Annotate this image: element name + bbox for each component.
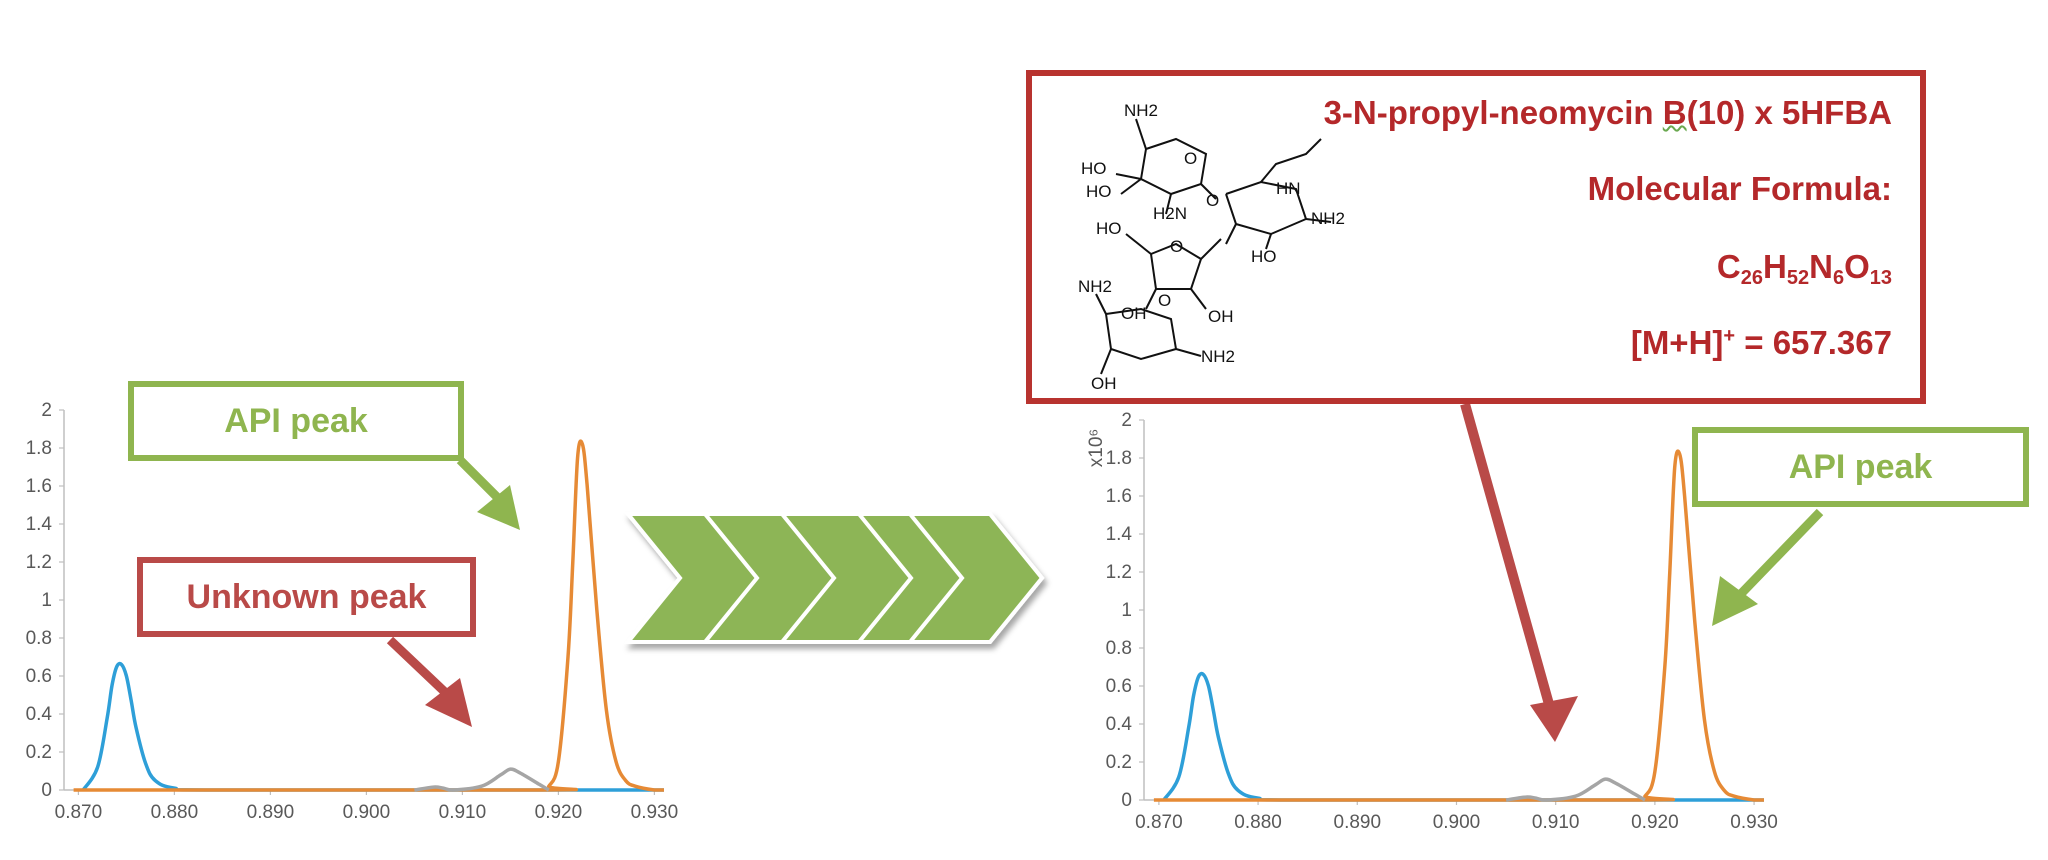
- mh-charge: +: [1723, 325, 1736, 347]
- compound-name-b: B: [1662, 94, 1687, 131]
- y-tick-label: 0: [1121, 790, 1132, 811]
- label-o-3: O: [1170, 237, 1183, 256]
- x-tick-label: 0.930: [1730, 812, 1778, 833]
- series-line-1: [73, 439, 664, 792]
- api-arrowhead-right: [1712, 576, 1758, 626]
- formula-label: Molecular Formula:: [1587, 170, 1892, 207]
- right-chromatogram: 0 0.2 0.4 0.6 0.8 1 1.2 1.4 1.6 1.8 2 0.870 0.880 0.8…: [1086, 410, 1778, 833]
- label-o-2: O: [1206, 191, 1219, 210]
- label-oh-1: OH: [1208, 307, 1234, 326]
- infobox-arrowhead: [1530, 696, 1578, 742]
- y-tick-label: 1.6: [1106, 486, 1132, 507]
- compound-name-suffix: (10) x 5HFBA: [1686, 94, 1892, 131]
- label-nh2-mid: NH2: [1078, 277, 1112, 296]
- y-tick-label: 0.4: [1106, 714, 1133, 735]
- x-tick-label: 0.890: [1334, 812, 1382, 833]
- api-arrow-right: [1731, 508, 1824, 604]
- y-tick-label: 0.4: [26, 704, 53, 725]
- x-tick-label: 0.870: [55, 802, 103, 823]
- chevron-arrow-icon: [623, 512, 1045, 644]
- y-tick-label: 0.6: [1106, 676, 1132, 697]
- y-axis-label: x10⁶: [1086, 429, 1107, 467]
- x-tick-label: 0.900: [343, 802, 391, 823]
- y-tick-label: 1.4: [1106, 524, 1133, 545]
- y-tick-label: 1.8: [1106, 448, 1132, 469]
- label-ho-4: HO: [1096, 219, 1122, 238]
- x-tick-label: 0.920: [535, 802, 583, 823]
- x-tick-label: 0.870: [1135, 812, 1183, 833]
- api-peak-callout-right: API peak: [1692, 427, 2029, 507]
- formula-h-count: 52: [1786, 267, 1810, 289]
- left-chromatogram: 0 0.2 0.4 0.6 0.8 1 1.2 1.4 1.6 1.8 2 0.870 0.880 0.8…: [26, 400, 679, 823]
- formula-o-count: 13: [1869, 267, 1892, 289]
- x-tick-label: 0.880: [1234, 812, 1282, 833]
- y-tick-label: 1: [1121, 600, 1132, 621]
- y-tick-label: 1.2: [1106, 562, 1132, 583]
- formula-n: N: [1809, 248, 1833, 285]
- label-ho-3: HO: [1251, 247, 1277, 266]
- label-ho-2: HO: [1086, 182, 1112, 201]
- label-oh-3: OH: [1091, 374, 1117, 393]
- y-tick-label: 1.2: [26, 552, 52, 573]
- label-o-1: O: [1184, 149, 1197, 168]
- label-nh2-right: NH2: [1311, 209, 1345, 228]
- mass-value: [M+H]+ = 657.367: [1631, 324, 1892, 362]
- y-tick-label: 1.4: [26, 514, 53, 535]
- y-tick-label: 0.2: [26, 742, 52, 763]
- label-ho-1: HO: [1081, 159, 1107, 178]
- formula-n-count: 6: [1832, 267, 1845, 289]
- series-line-1: [1153, 449, 1764, 802]
- api-arrowhead-left: [477, 485, 520, 530]
- molecular-formula: C26H52N6O13: [1717, 248, 1892, 290]
- y-tick-label: 1.6: [26, 476, 52, 497]
- unknown-peak-label: Unknown peak: [186, 577, 427, 616]
- label-oh-2: OH: [1121, 304, 1147, 323]
- api-peak-callout-left: API peak: [128, 381, 464, 461]
- y-tick-label: 1: [41, 590, 52, 611]
- label-o-4: O: [1158, 291, 1171, 310]
- formula-o: O: [1844, 248, 1870, 285]
- formula-c-count: 26: [1740, 267, 1764, 289]
- mh-value: = 657.367: [1735, 324, 1892, 361]
- y-tick-label: 0: [41, 780, 52, 801]
- unknown-arrowhead: [425, 678, 472, 727]
- label-nh2-top: NH2: [1124, 101, 1158, 120]
- mh-label: [M+H]: [1630, 324, 1724, 361]
- api-peak-label-left: API peak: [224, 401, 368, 440]
- unknown-arrow: [386, 636, 452, 699]
- series-line-2: [1505, 777, 1646, 802]
- x-tick-label: 0.890: [247, 802, 295, 823]
- label-h2n: H2N: [1153, 204, 1187, 223]
- x-tick-label: 0.900: [1433, 812, 1481, 833]
- label-nh2-bottom: NH2: [1201, 347, 1235, 366]
- formula-h: H: [1763, 248, 1787, 285]
- label-hn: HN: [1276, 179, 1301, 198]
- y-tick-label: 0.2: [1106, 752, 1132, 773]
- x-tick-label: 0.910: [1532, 812, 1580, 833]
- y-tick-label: 2: [41, 400, 52, 421]
- unknown-peak-callout: Unknown peak: [137, 557, 476, 637]
- series-line-2: [414, 767, 550, 792]
- x-tick-label: 0.910: [439, 802, 487, 823]
- y-tick-label: 0.8: [26, 628, 52, 649]
- x-tick-label: 0.880: [151, 802, 199, 823]
- api-peak-label-right: API peak: [1788, 447, 1933, 486]
- formula-c: C: [1716, 248, 1741, 285]
- y-tick-label: 0.8: [1106, 638, 1132, 659]
- y-tick-label: 2: [1121, 410, 1132, 431]
- x-tick-label: 0.930: [631, 802, 679, 823]
- y-tick-label: 1.8: [26, 438, 52, 459]
- compound-name-prefix: 3-N-propyl-neomycin: [1323, 94, 1663, 131]
- y-tick-label: 0.6: [26, 666, 52, 687]
- molecule-structure: NH2 HO HO H2N HN NH2 HO HO OH NH2 OH NH2…: [1078, 101, 1345, 393]
- x-tick-label: 0.920: [1631, 812, 1679, 833]
- compound-name: 3-N-propyl-neomycin B(10) x 5HFBA: [1324, 94, 1892, 132]
- infobox-arrow: [1460, 402, 1557, 717]
- compound-info-box: NH2 HO HO H2N HN NH2 HO HO OH NH2 OH NH2…: [1026, 70, 1926, 404]
